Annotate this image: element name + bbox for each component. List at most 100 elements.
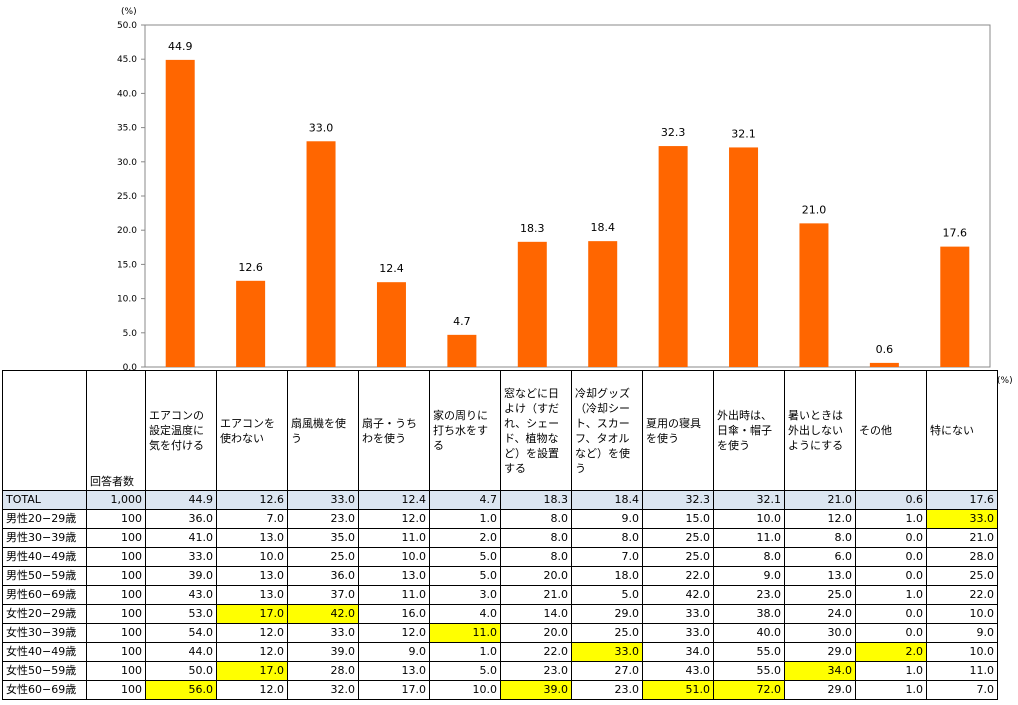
value-cell: 39.0: [287, 642, 359, 662]
value-cell: 1.0: [855, 509, 927, 529]
bar: [729, 147, 759, 367]
value-cell: 43.0: [145, 585, 217, 605]
value-cell: 7.0: [571, 547, 643, 567]
bars: 44.9 12.6 33.0 12.4 4.7 18.3 18.4 32.3 32.1 21.0 0…: [165, 40, 970, 367]
value-cell: 25.0: [926, 566, 998, 586]
bar: [869, 362, 899, 367]
value-cell: 8.0: [571, 528, 643, 548]
column-header: 夏用の寝具を使う: [642, 370, 714, 491]
value-cell: 5.0: [429, 566, 501, 586]
value-cell: 9.0: [926, 623, 998, 643]
row-label: TOTAL: [2, 490, 87, 510]
value-cell: 32.1: [713, 490, 785, 510]
value-cell: 23.0: [287, 509, 359, 529]
y-tick-label: 0.0: [123, 363, 138, 372]
bar-value-label: 21.0: [802, 203, 827, 216]
value-cell: 0.0: [855, 604, 927, 624]
respondent-count-cell: 100: [86, 642, 146, 662]
y-tick-label: 30.0: [117, 158, 137, 168]
value-cell: 25.0: [784, 585, 856, 605]
value-cell: 36.0: [287, 566, 359, 586]
bar: [165, 59, 195, 367]
value-cell: 1.0: [855, 661, 927, 681]
table-row: 女性60−69歳 100 56.0 12.0 32.0 17.0 10.0 39.0 23.0 5…: [2, 680, 998, 700]
value-cell: 41.0: [145, 528, 217, 548]
value-cell: 25.0: [642, 528, 714, 548]
value-cell: 12.0: [784, 509, 856, 529]
value-cell: 10.0: [713, 509, 785, 529]
value-cell: 18.0: [571, 566, 643, 586]
value-cell: 1.0: [429, 642, 501, 662]
y-axis: 0.0 5.0 10.0 15.0 20.0 25.0 30.0 35.0 40.0 45.0 50…: [117, 21, 146, 372]
row-label: 男性60−69歳: [2, 585, 87, 605]
value-cell: 13.0: [216, 585, 288, 605]
y-tick-label: 10.0: [117, 295, 137, 305]
y-tick-label: 25.0: [117, 192, 137, 202]
value-cell: 11.0: [358, 585, 430, 605]
y-tick-label: 15.0: [117, 260, 137, 270]
value-cell: 13.0: [784, 566, 856, 586]
value-cell: 10.0: [358, 547, 430, 567]
value-cell: 18.4: [571, 490, 643, 510]
column-header: 冷却グッズ（冷却シート、スカーフ、タオルなど）を使う: [571, 370, 643, 491]
value-cell: 0.0: [855, 566, 927, 586]
bar: [306, 141, 336, 367]
value-cell: 32.3: [642, 490, 714, 510]
column-header: 暑いときは外出しないようにする: [784, 370, 856, 491]
respondent-count-cell: 100: [86, 680, 146, 700]
total-row: TOTAL 1,000 44.9 12.6 33.0 12.4 4.7 18.3 18.4 32.…: [2, 490, 998, 510]
highlighted-value-cell: 42.0: [287, 604, 359, 624]
value-cell: 1.0: [855, 585, 927, 605]
value-cell: 13.0: [358, 566, 430, 586]
value-cell: 16.0: [358, 604, 430, 624]
value-cell: 4.7: [429, 490, 501, 510]
bar-value-label: 4.7: [453, 315, 471, 328]
respondent-count-cell: 100: [86, 585, 146, 605]
value-cell: 12.4: [358, 490, 430, 510]
value-cell: 33.0: [287, 490, 359, 510]
header-corner-cell: [2, 370, 87, 491]
highlighted-value-cell: 39.0: [500, 680, 572, 700]
results-table: 回答者数 エアコンの設定温度に気を付ける エアコンを使わない 扇風機を使う 扇子・うちわ…: [2, 370, 998, 700]
highlighted-value-cell: 17.0: [216, 604, 288, 624]
y-tick-label: 45.0: [117, 55, 137, 65]
value-cell: 5.0: [571, 585, 643, 605]
value-cell: 5.0: [429, 547, 501, 567]
respondent-count-cell: 100: [86, 509, 146, 529]
y-tick-label: 40.0: [117, 89, 137, 99]
highlighted-value-cell: 56.0: [145, 680, 217, 700]
value-cell: 6.0: [784, 547, 856, 567]
value-cell: 10.0: [926, 642, 998, 662]
bar-value-label: 17.6: [943, 227, 968, 240]
respondent-count-cell: 100: [86, 566, 146, 586]
value-cell: 17.0: [358, 680, 430, 700]
value-cell: 18.3: [500, 490, 572, 510]
value-cell: 28.0: [926, 547, 998, 567]
respondent-count-cell: 100: [86, 547, 146, 567]
value-cell: 21.0: [500, 585, 572, 605]
table-row: 男性30−39歳 100 41.0 13.0 35.0 11.0 2.0 8.0 8.0 25.0…: [2, 528, 998, 548]
value-cell: 55.0: [713, 642, 785, 662]
value-cell: 8.0: [500, 528, 572, 548]
value-cell: 35.0: [287, 528, 359, 548]
row-label: 女性50−59歳: [2, 661, 87, 681]
value-cell: 0.0: [855, 528, 927, 548]
value-cell: 12.0: [358, 509, 430, 529]
value-cell: 54.0: [145, 623, 217, 643]
row-label: 男性20−29歳: [2, 509, 87, 529]
highlighted-value-cell: 51.0: [642, 680, 714, 700]
value-cell: 25.0: [571, 623, 643, 643]
value-cell: 12.0: [216, 642, 288, 662]
table-row: 女性40−49歳 100 44.0 12.0 39.0 9.0 1.0 22.0 33.0 34.…: [2, 642, 998, 662]
column-header: その他: [855, 370, 927, 491]
respondent-count-cell: 100: [86, 604, 146, 624]
value-cell: 25.0: [642, 547, 714, 567]
row-label: 女性20−29歳: [2, 604, 87, 624]
value-cell: 44.9: [145, 490, 217, 510]
bar: [940, 246, 970, 367]
bar-value-label: 44.9: [168, 40, 193, 53]
value-cell: 22.0: [500, 642, 572, 662]
value-cell: 1.0: [855, 680, 927, 700]
bar-value-label: 32.1: [731, 127, 756, 140]
bar-value-label: 12.4: [379, 262, 404, 275]
